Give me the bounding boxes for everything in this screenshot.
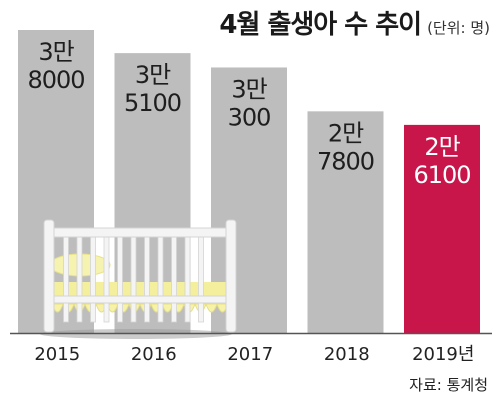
- data-label-2018-line2: 7800: [317, 147, 374, 175]
- x-tick-2019년: 2019년: [412, 344, 474, 365]
- x-tick-2017: 2017: [227, 344, 273, 365]
- data-label-2019년-line1: 2만: [424, 133, 460, 161]
- chart-header: 4월 출생아 수 추이 (단위: 명): [0, 4, 490, 41]
- data-label-2016-line2: 5100: [124, 89, 181, 117]
- data-label-2018-line1: 2만: [328, 119, 364, 147]
- data-label-2016-line1: 3만: [135, 61, 171, 89]
- data-label-2017-line1: 3만: [231, 75, 267, 103]
- data-label-2015-line2: 8000: [27, 66, 84, 94]
- bar-2018: [307, 111, 384, 334]
- data-label-2015-line1: 3만: [38, 38, 74, 66]
- unit-note: (단위: 명): [427, 19, 490, 37]
- x-tick-2016: 2016: [131, 344, 177, 365]
- x-tick-2018: 2018: [324, 344, 370, 365]
- x-tick-2015: 2015: [34, 344, 80, 365]
- data-label-2017-line2: 300: [228, 103, 271, 131]
- crib-illustration: [40, 219, 237, 339]
- chart-title: 4월 출생아 수 추이: [219, 10, 422, 40]
- source-note: 자료: 통계청: [409, 376, 488, 394]
- data-label-2019년-line2: 6100: [413, 161, 470, 189]
- bar-2019년: [404, 124, 480, 333]
